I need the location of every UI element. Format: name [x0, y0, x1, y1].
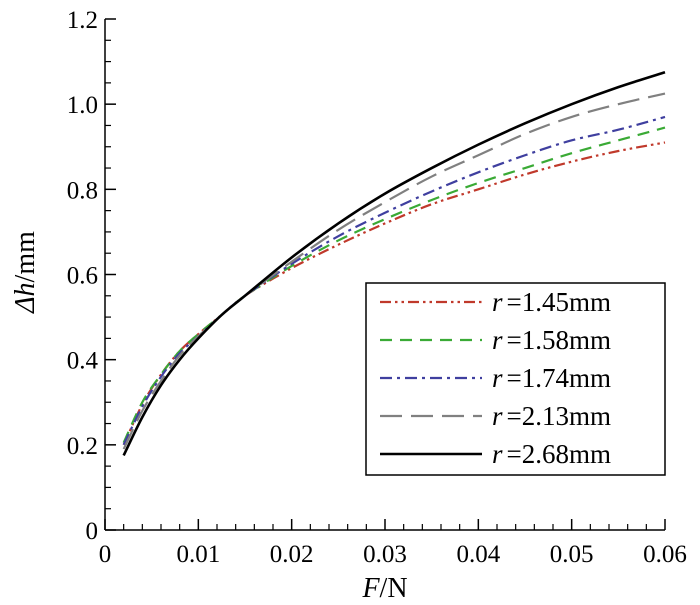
legend-label-1: r =1.45mm [492, 287, 611, 317]
axes: 0 0.01 0.02 0.03 0.04 0.05 0.06 0 0.2 0.4 0.6 0.8 1.… [67, 7, 687, 568]
y-tick-label: 0.6 [67, 263, 98, 290]
y-tick-label: 0.2 [67, 433, 98, 460]
y-tick-label: 0 [86, 518, 99, 545]
series-line-3 [122, 115, 666, 446]
y-tick-label: 0.8 [67, 177, 98, 204]
series-line-5 [122, 70, 666, 457]
x-axis-label-variable: F [361, 573, 380, 604]
x-tick-label: 0.05 [550, 541, 594, 568]
legend-label-variable: r [492, 401, 503, 431]
legend-label-3: r =1.74mm [492, 363, 611, 393]
x-tick-label: 0.04 [456, 541, 500, 568]
y-axis-label: Δh/mm [10, 231, 41, 314]
legend-label-value: =1.58mm [507, 325, 611, 355]
legend-label-value: =1.74mm [507, 363, 611, 393]
legend-label-value: =2.68mm [507, 439, 611, 469]
legend-label-variable: r [492, 439, 503, 469]
series-line-4 [122, 92, 666, 450]
x-tick-label: 0.02 [270, 541, 314, 568]
y-tick-label: 0.4 [67, 348, 99, 375]
series-line-2 [122, 126, 666, 444]
plot-area [122, 70, 666, 457]
legend-label-value: =1.45mm [507, 287, 611, 317]
legend-label-variable: r [492, 363, 503, 393]
x-tick-label: 0.01 [176, 541, 220, 568]
y-axis-label-unit: /mm [10, 231, 41, 283]
x-tick-label: 0.03 [363, 541, 407, 568]
y-axis-label-variable: Δh [10, 282, 41, 313]
legend-label-variable: r [492, 325, 503, 355]
legend-label-variable: r [492, 287, 503, 317]
legend-label-5: r =2.68mm [492, 439, 611, 469]
x-axis-label-unit: /N [380, 573, 408, 604]
legend-label-value: =2.13mm [507, 401, 611, 431]
x-tick-label: 0.06 [643, 541, 687, 568]
legend-label-4: r =2.13mm [492, 401, 611, 431]
legend-label-2: r =1.58mm [492, 325, 611, 355]
x-tick-label: 0 [99, 541, 112, 568]
y-tick-label: 1.2 [67, 7, 98, 34]
x-axis-label: F/N [361, 573, 407, 604]
series-line-1 [122, 141, 666, 446]
y-tick-label: 1.0 [67, 92, 98, 119]
